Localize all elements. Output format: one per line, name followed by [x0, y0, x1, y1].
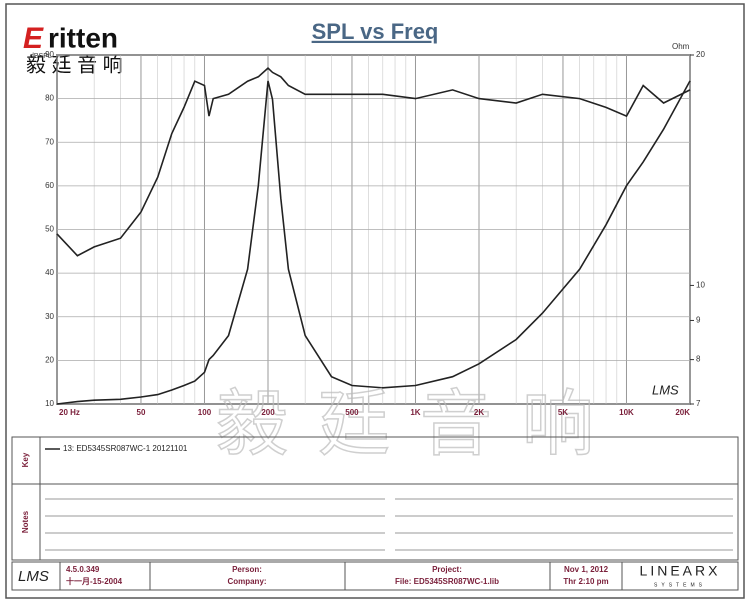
- footer-project: Project:: [432, 565, 462, 574]
- y2-axis-label: Ohm: [672, 42, 690, 51]
- y-tick-label: 90: [45, 50, 54, 59]
- y-axis-label: dBSPL: [30, 53, 52, 60]
- marks: [56, 67, 691, 405]
- footer-date: Nov 1, 2012: [564, 565, 609, 574]
- footer-company: Company:: [227, 577, 266, 586]
- x-tick-label: 2K: [474, 408, 484, 417]
- legend-entry: 13: ED5345SR087WC-1 20121101: [63, 444, 188, 453]
- key-label: Key: [21, 452, 30, 467]
- footer-version: 4.5.0.349: [66, 565, 100, 574]
- y-tick-label: 10: [45, 399, 54, 408]
- footer-dividers: [59, 562, 623, 590]
- footer-vendor-sub: SYSTEMS: [654, 582, 706, 588]
- plot-mark: LMS: [652, 382, 679, 397]
- series-line: [56, 67, 691, 257]
- x-tick-label: 100: [198, 408, 212, 417]
- footer-file: File: ED5345SR087WC-1.lib: [395, 577, 499, 586]
- footer-vendor: LINEARX: [640, 563, 721, 579]
- footer-person: Person:: [232, 565, 262, 574]
- footer-software: LMS: [18, 568, 49, 585]
- logo-chinese: 毅 廷 音 响: [26, 53, 123, 76]
- footer-build-date: 十一月-15-2004: [66, 576, 123, 586]
- x-tick-label: 50: [137, 408, 146, 417]
- logo-initial: E: [23, 22, 44, 55]
- x-tick-label: 500: [345, 408, 359, 417]
- x-tick-label: 10K: [619, 408, 634, 417]
- watermark: 毅廷音响: [216, 385, 624, 465]
- logo-brand: ritten: [48, 22, 118, 53]
- footer-time: Thr 2:10 pm: [563, 577, 608, 586]
- y2-tick-label: 9: [696, 316, 701, 325]
- footer-box: [11, 561, 739, 591]
- x-tick-label: 1K: [410, 408, 420, 417]
- series-line: [56, 80, 691, 405]
- notes-label: Notes: [21, 510, 30, 533]
- y-tick-label: 50: [45, 225, 54, 234]
- y-tick-label: 30: [45, 312, 54, 321]
- y-tick-label: 40: [45, 268, 54, 277]
- y2-tick-label: 7: [696, 399, 701, 408]
- grid: [56, 54, 691, 405]
- x-tick-label: 20K: [675, 408, 690, 417]
- y-tick-label: 70: [45, 137, 54, 146]
- y2-tick-label: 20: [696, 50, 705, 59]
- y-tick-label: 20: [45, 355, 54, 364]
- x-tick-label: 200: [261, 408, 275, 417]
- y-tick-label: 80: [45, 94, 54, 103]
- y2-tick-label: 10: [696, 281, 705, 290]
- y2-tick-label: 8: [696, 355, 701, 364]
- chart-title: SPL vs Freq: [312, 19, 439, 44]
- frame: [5, 3, 745, 599]
- y-tick-label: 60: [45, 181, 54, 190]
- notes-box: [11, 483, 739, 561]
- x-tick-label: 20 Hz: [59, 408, 80, 417]
- x-tick-label: 5K: [558, 408, 568, 417]
- note-lines: [45, 498, 733, 551]
